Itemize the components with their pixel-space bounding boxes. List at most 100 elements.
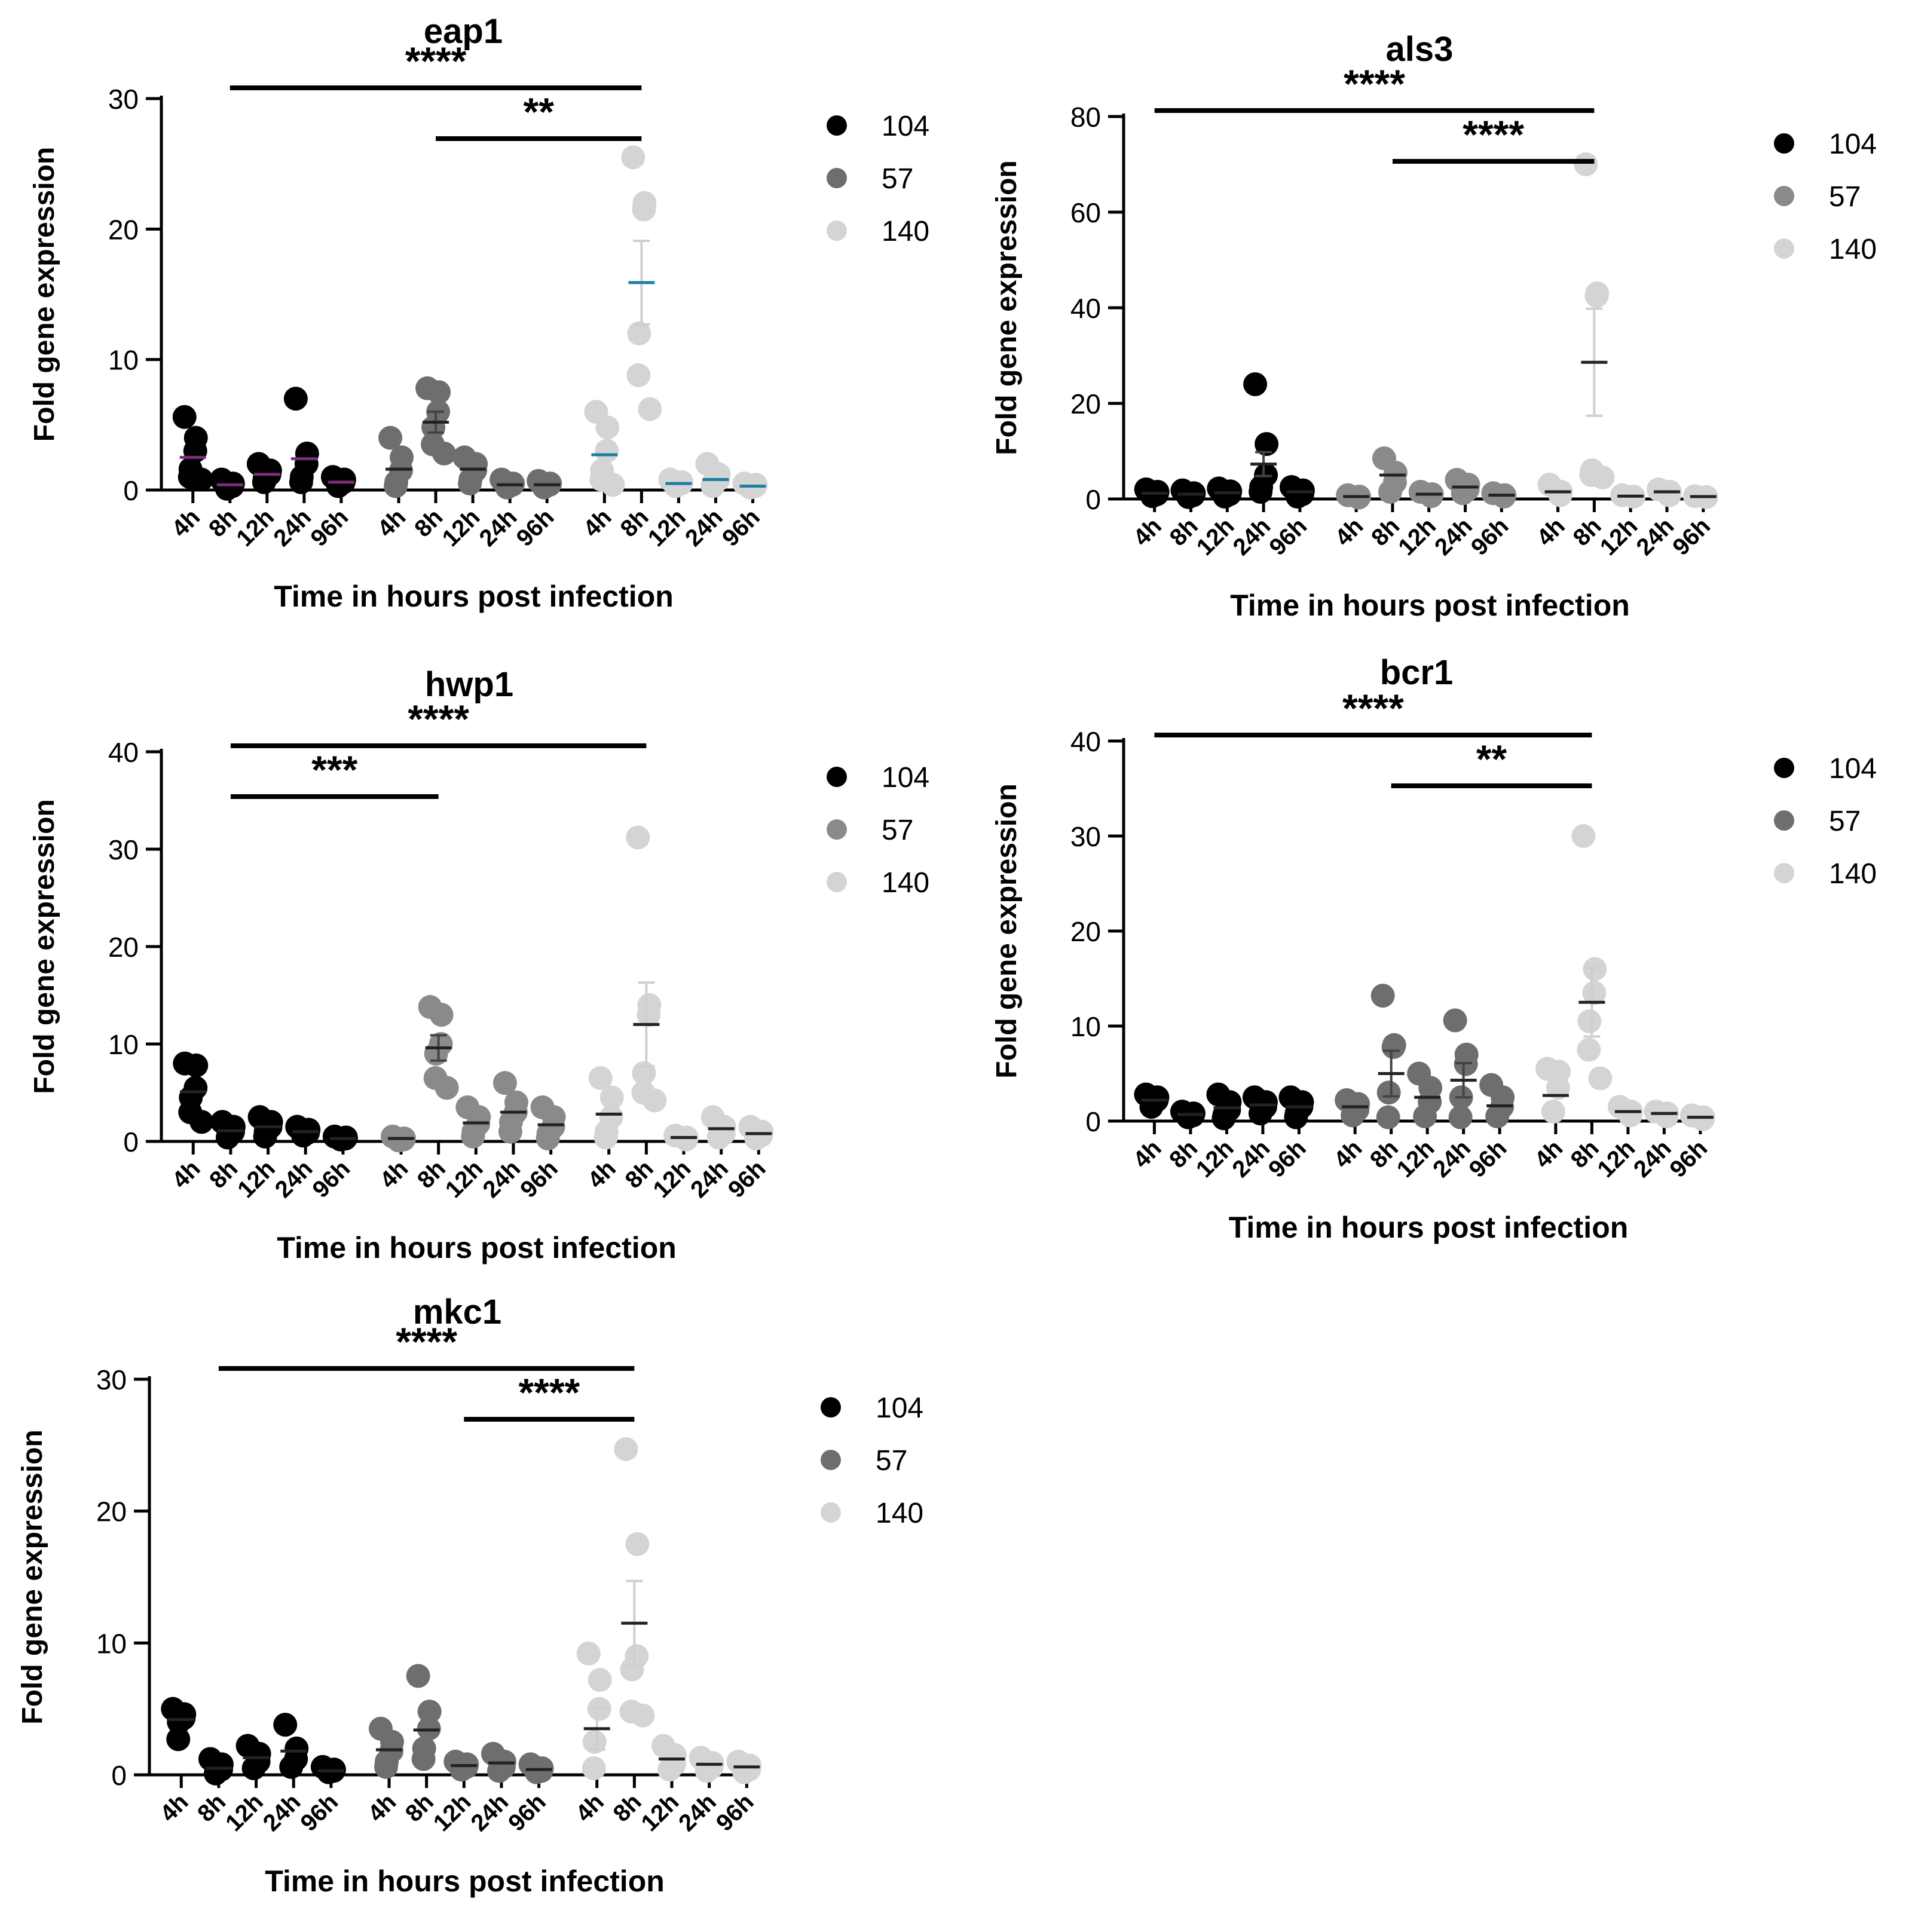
x-tick-label: 96h (711, 1789, 759, 1836)
data-point-104-8h (203, 1761, 228, 1786)
legend-label-104: 104 (1829, 753, 1877, 785)
data-point-104-24h (289, 470, 313, 494)
y-tick-label: 40 (108, 737, 139, 768)
data-point-57-4h (374, 1755, 398, 1779)
data-point-140-8h (1590, 466, 1615, 489)
x-tick-label: 24h (686, 1155, 733, 1203)
data-point-57-8h (424, 1042, 448, 1066)
x-tick-label: 12h (1595, 513, 1643, 561)
data-point-140-96h (744, 1126, 769, 1151)
y-tick-label: 30 (108, 834, 139, 865)
x-tick-label: 4h (372, 504, 411, 542)
x-axis-label: Time in hours post infection (274, 580, 674, 613)
chart-title: eap1 (424, 12, 503, 51)
legend-marker-140 (821, 1502, 841, 1523)
legend-label-140: 140 (876, 1498, 923, 1529)
data-point-140-4h (582, 1756, 606, 1780)
y-tick-label: 20 (1070, 388, 1101, 420)
data-point-104-96h (326, 474, 350, 498)
legend-label-57: 57 (882, 163, 913, 195)
data-point-57-96h (524, 1760, 549, 1784)
x-tick-label: 24h (478, 1155, 525, 1203)
x-tick-label: 96h (1668, 513, 1715, 561)
y-tick-label: 0 (123, 1126, 139, 1158)
legend-marker-140 (1774, 863, 1794, 883)
x-tick-label: 12h (1393, 513, 1441, 561)
data-point-140-8h (620, 1657, 644, 1682)
x-tick-label: 4h (1128, 513, 1167, 551)
data-point-104-8h (215, 476, 239, 501)
data-point-140-8h (625, 1532, 650, 1556)
data-point-140-96h (732, 1760, 757, 1784)
x-tick-label: 4h (571, 1789, 609, 1827)
chart-title: mkc1 (413, 1293, 501, 1331)
legend-marker-57 (1774, 810, 1794, 831)
data-point-57-8h (1376, 1080, 1401, 1105)
significance-stars: **** (408, 697, 469, 741)
x-tick-label: 4h (579, 504, 617, 542)
x-tick-label: 24h (674, 1789, 721, 1836)
y-axis-label: Fold gene expression (991, 160, 1023, 455)
data-point-140-8h (637, 1003, 661, 1027)
x-tick-label: 12h (1192, 513, 1240, 561)
data-point-140-8h (1584, 284, 1609, 308)
legend-marker-104 (1774, 758, 1794, 778)
legend-marker-104 (1774, 133, 1794, 154)
data-point-57-8h (427, 380, 451, 405)
data-point-104-4h (1139, 1095, 1164, 1119)
data-point-140-8h (1577, 1037, 1601, 1062)
data-point-104-24h (279, 1755, 304, 1779)
x-tick-label: 96h (723, 1155, 771, 1203)
x-tick-label: 12h (648, 1155, 696, 1203)
data-point-140-8h (643, 1088, 667, 1113)
y-tick-label: 20 (108, 932, 139, 963)
x-tick-label: 96h (1464, 1135, 1512, 1183)
data-point-140-24h (1657, 483, 1681, 507)
x-tick-label: 4h (1329, 1135, 1367, 1173)
y-tick-label: 10 (108, 1029, 139, 1060)
data-point-104-12h (252, 470, 276, 494)
data-point-140-8h (626, 825, 650, 850)
data-point-140-8h (1588, 1066, 1613, 1091)
significance-stars: **** (396, 1319, 457, 1364)
data-point-140-4h (595, 439, 619, 463)
x-tick-label: 4h (1330, 513, 1368, 551)
x-tick-label: 12h (1592, 1135, 1640, 1183)
data-point-57-24h (487, 1759, 511, 1783)
data-point-57-8h (411, 1747, 436, 1771)
data-point-104-96h (1285, 485, 1310, 509)
x-axis-label: Time in hours post infection (1230, 589, 1630, 622)
data-point-57-8h (1370, 984, 1395, 1008)
legend-label-57: 57 (876, 1445, 907, 1477)
significance-stars: ** (1476, 737, 1507, 781)
x-tick-label: 96h (1263, 1135, 1311, 1183)
y-tick-label: 10 (108, 345, 139, 376)
y-tick-label: 30 (108, 84, 139, 115)
x-tick-label: 96h (515, 1155, 563, 1203)
y-tick-label: 0 (1085, 484, 1101, 515)
y-tick-label: 10 (1070, 1011, 1101, 1042)
data-point-104-4h (189, 1110, 214, 1134)
chart-title: bcr1 (1380, 653, 1454, 692)
data-point-140-4h (1541, 1100, 1565, 1124)
y-axis-label: Fold gene expression (29, 147, 60, 442)
x-tick-label: 12h (429, 1789, 476, 1836)
data-point-104-12h (1211, 1106, 1236, 1131)
data-point-57-4h (384, 474, 408, 498)
data-point-57-8h (417, 1700, 442, 1724)
data-point-104-24h (273, 1713, 298, 1737)
x-tick-label: 96h (512, 504, 559, 552)
data-point-140-4h (588, 1668, 612, 1692)
data-point-104-4h (172, 405, 197, 429)
legend-label-104: 104 (882, 111, 929, 142)
data-point-104-12h (253, 1124, 277, 1149)
x-tick-label: 24h (680, 504, 728, 552)
y-tick-label: 30 (96, 1364, 127, 1395)
data-point-140-96h (1690, 1107, 1715, 1131)
legend-marker-57 (827, 168, 847, 188)
legend-label-104: 104 (882, 762, 929, 794)
data-point-57-12h (449, 1758, 474, 1782)
data-point-104-4h (1140, 484, 1164, 509)
